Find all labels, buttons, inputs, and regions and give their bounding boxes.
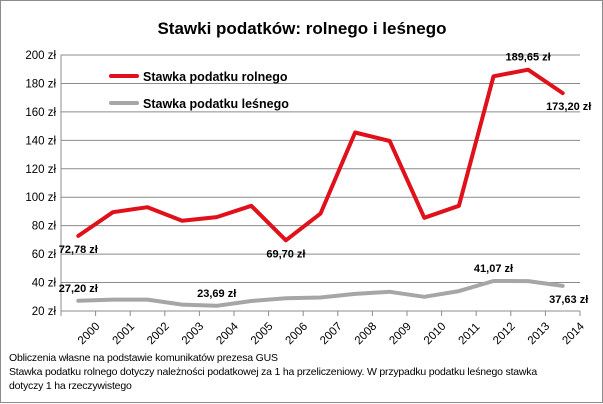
data-label: 173,20 zł	[546, 101, 591, 113]
data-point	[388, 139, 392, 143]
data-point	[76, 299, 80, 303]
x-tick-label: 2006	[284, 321, 311, 348]
y-tick-label: 180 zł	[25, 78, 56, 90]
x-tick-label: 2005	[249, 321, 276, 348]
x-tick-label: 2008	[353, 321, 380, 348]
data-labels: 72,78 zł 69,70 zł 189,65 zł 173,20 zł 27,20 …	[59, 52, 592, 306]
data-point	[76, 234, 80, 238]
data-point	[526, 279, 530, 283]
data-point	[319, 212, 322, 216]
data-point	[457, 204, 461, 208]
x-axis-ticks: 2000 2001 2002 2003 2004 2005 2006 2007 2008 2009…	[60, 311, 587, 348]
series-line-lesny	[76, 279, 565, 308]
x-tick-label: 2004	[214, 320, 241, 347]
data-label: 27,20 zł	[59, 283, 98, 295]
data-point	[492, 74, 495, 78]
data-point	[215, 304, 219, 308]
chart-title: Stawki podatków: rolnego i leśnego	[157, 19, 446, 38]
data-point	[111, 210, 115, 214]
y-axis-ticks: 20 zł 40 zł 60 zł 80 zł 100 zł 120 zł 140 zł 16…	[25, 50, 56, 318]
data-point	[319, 295, 322, 299]
x-tick-label: 2014	[560, 320, 587, 347]
data-point	[284, 296, 288, 300]
legend-label: Stawka podatku rolnego	[143, 70, 288, 84]
y-tick-label: 60 zł	[32, 249, 57, 261]
footnote: Obliczenia własne na podstawie komunikat…	[9, 351, 599, 393]
data-label: 72,78 zł	[59, 244, 98, 256]
y-tick-label: 160 zł	[25, 107, 56, 119]
data-point	[146, 298, 149, 302]
x-tick-label: 2007	[318, 321, 345, 348]
data-label: 37,63 zł	[549, 294, 588, 306]
data-point	[146, 205, 149, 209]
x-tick-label: 2010	[422, 321, 449, 348]
footnote-note-line-2: dotyczy 1 ha rzeczywistego	[9, 380, 132, 392]
gridlines	[60, 54, 580, 312]
legend: Stawka podatku rolnego Stawka podatku leś…	[109, 70, 289, 111]
x-tick-label: 2003	[180, 321, 207, 348]
data-label: 189,65 zł	[505, 52, 550, 64]
data-point	[422, 216, 426, 220]
data-point	[180, 219, 184, 223]
y-tick-label: 100 zł	[25, 192, 56, 204]
x-tick-label: 2001	[111, 321, 138, 348]
x-tick-label: 2000	[76, 321, 103, 348]
data-point	[561, 284, 565, 288]
data-point	[249, 299, 253, 303]
data-label: 23,69 zł	[197, 288, 236, 300]
data-point	[249, 204, 253, 208]
data-point	[180, 303, 184, 307]
data-point	[111, 298, 115, 302]
legend-label: Stawka podatku leśnego	[143, 97, 289, 111]
data-point	[492, 279, 495, 283]
x-tick-label: 2012	[491, 321, 518, 348]
y-tick-label: 140 zł	[25, 135, 56, 147]
y-tick-label: 120 zł	[25, 164, 56, 176]
x-tick-label: 2002	[145, 321, 172, 348]
footnote-source: Obliczenia własne na podstawie komunikat…	[9, 352, 278, 364]
data-point	[284, 238, 288, 242]
data-point	[353, 131, 357, 135]
x-tick-label: 2011	[457, 321, 483, 347]
data-point	[457, 289, 461, 293]
data-label: 69,70 zł	[266, 248, 305, 260]
data-point	[215, 215, 219, 219]
y-tick-label: 20 zł	[32, 306, 57, 318]
x-tick-label: 2013	[526, 321, 553, 348]
data-point	[353, 292, 357, 296]
data-point	[422, 295, 426, 299]
data-point	[561, 91, 565, 95]
y-tick-label: 200 zł	[25, 50, 56, 62]
x-tick-label: 2009	[387, 321, 414, 348]
data-point	[526, 68, 530, 72]
data-label: 41,07 zł	[474, 263, 513, 275]
y-tick-label: 40 zł	[32, 278, 57, 290]
y-tick-label: 80 zł	[32, 221, 57, 233]
series-lines	[76, 67, 565, 308]
data-point	[388, 290, 392, 294]
footnote-note-line-1: Stawka podatku rolnego dotyczy należnośc…	[9, 366, 537, 378]
